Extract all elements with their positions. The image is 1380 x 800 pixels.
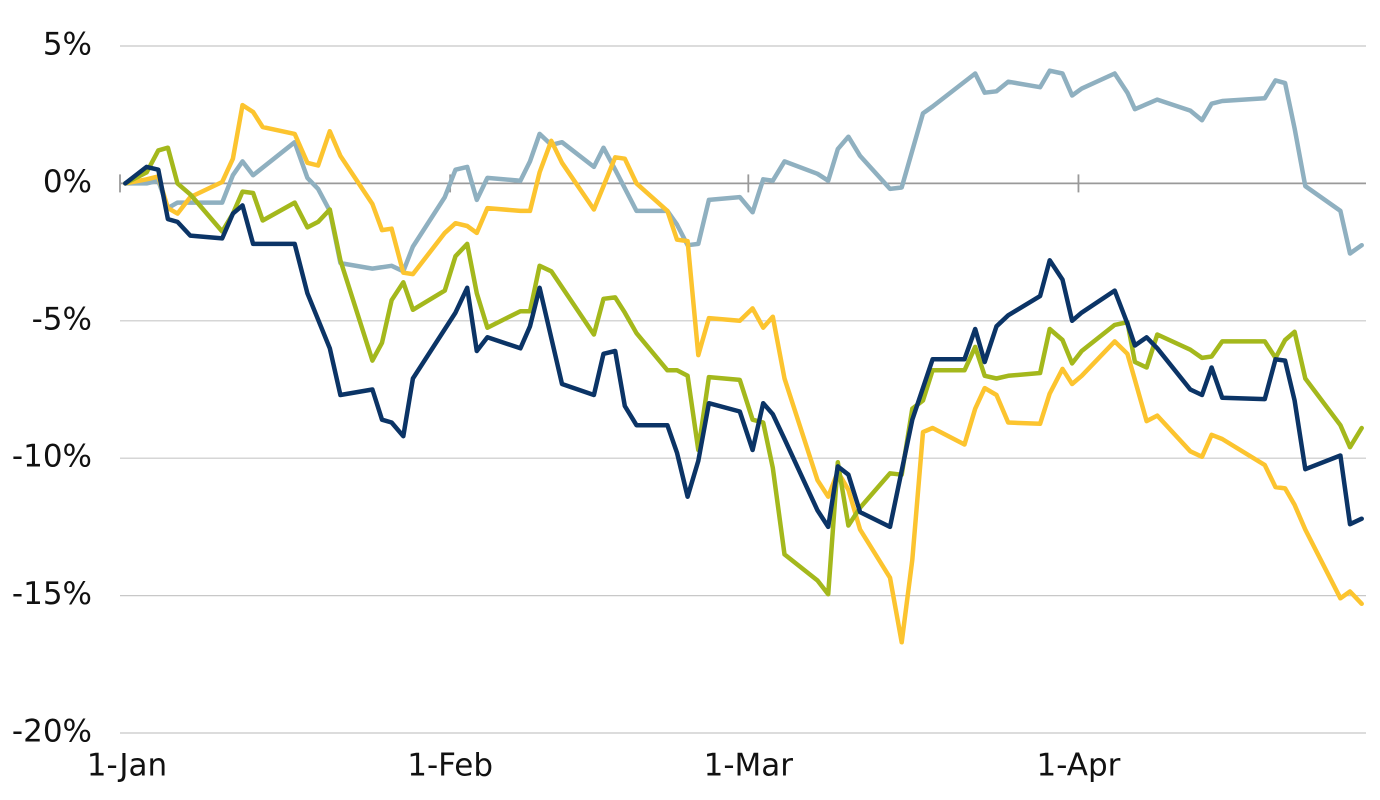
y-tick-label: 0% (43, 164, 92, 200)
series-line (123, 145, 1364, 597)
y-tick-label: -10% (12, 439, 92, 475)
series-line (123, 102, 1364, 645)
y-tick-label: -5% (32, 301, 92, 337)
series-line (123, 68, 1364, 274)
x-tick-label: 1-Jan (87, 748, 167, 784)
x-tick-label: 1-Feb (407, 748, 493, 784)
x-tick-label: 1-Apr (1037, 748, 1121, 784)
series-line (123, 164, 1364, 530)
y-tick-label: 5% (43, 27, 92, 63)
x-tick-label: 1-Mar (704, 748, 794, 784)
y-tick-label: -20% (12, 714, 92, 750)
y-tick-label: -15% (12, 576, 92, 612)
